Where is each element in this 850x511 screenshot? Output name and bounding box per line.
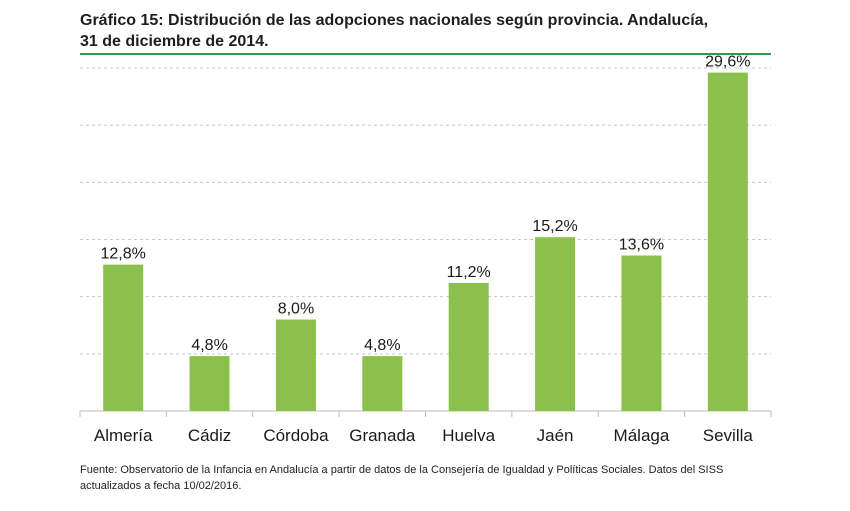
chart-title-line-1: Gráfico 15: Distribución de las adopcion… xyxy=(80,12,709,29)
data-label-0: 12,8% xyxy=(101,246,146,263)
chart-title-block: Gráfico 15: Distribución de las adopcion… xyxy=(80,10,780,52)
bar-3 xyxy=(362,356,403,411)
x-tick-label-3: Granada xyxy=(349,426,416,445)
data-label-2: 8,0% xyxy=(278,301,314,318)
bar-2 xyxy=(275,319,316,411)
data-label-3: 4,8% xyxy=(364,337,400,354)
bar-6 xyxy=(621,255,662,411)
data-label-7: 29,6% xyxy=(705,54,750,71)
source-note: Fuente: Observatorio de la Infancia en A… xyxy=(80,464,724,492)
bar-0 xyxy=(103,264,144,411)
x-tick-label-6: Málaga xyxy=(614,426,670,445)
data-label-4: 11,2% xyxy=(447,264,491,281)
bar-7 xyxy=(707,72,748,411)
x-tick-label-5: Jaén xyxy=(537,426,574,445)
data-label-5: 15,2% xyxy=(532,218,577,235)
data-label-1: 4,8% xyxy=(191,337,227,354)
x-tick-label-4: Huelva xyxy=(442,426,495,445)
x-tick-label-1: Cádiz xyxy=(188,426,231,445)
x-tick-label-0: Almería xyxy=(94,426,153,445)
x-tick-label-2: Córdoba xyxy=(263,426,329,445)
bar-1 xyxy=(189,356,230,411)
chart-title-line-2: 31 de diciembre de 2014. xyxy=(80,33,269,50)
title-divider xyxy=(80,53,771,55)
data-label-6: 13,6% xyxy=(619,237,664,254)
bar-5 xyxy=(535,237,576,411)
x-tick-label-7: Sevilla xyxy=(703,426,754,445)
bar-4 xyxy=(448,282,489,411)
